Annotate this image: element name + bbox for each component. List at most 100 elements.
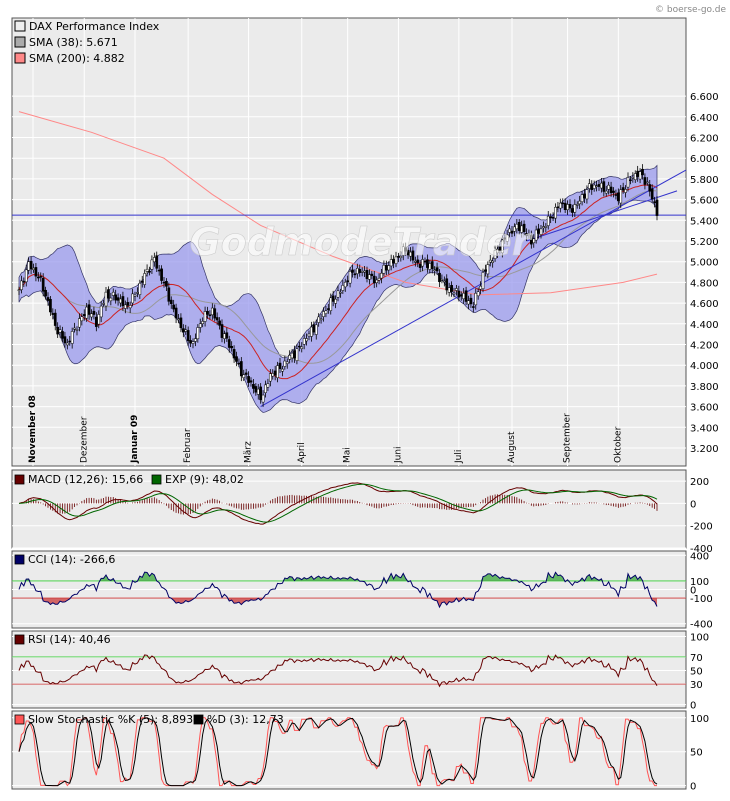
candle-body [53, 312, 57, 326]
candle-body [326, 308, 330, 310]
candle-body [421, 259, 424, 267]
candle-body [247, 376, 250, 383]
candle-body [457, 290, 461, 298]
candle-body [305, 338, 308, 342]
candle-body [430, 261, 434, 270]
candle-body [58, 329, 62, 333]
legend-stoch-d: %D (3): 12,73 [207, 713, 284, 726]
candle-body [167, 287, 171, 302]
candle-body [283, 360, 287, 367]
candle-body [90, 313, 93, 318]
candle-body [351, 269, 354, 273]
candle-body [442, 280, 446, 283]
candle-body [339, 291, 342, 294]
legend-rsi: RSI (14): 40,46 [28, 633, 111, 646]
candle-body [239, 361, 243, 377]
candle-body [428, 263, 432, 270]
candle-body [643, 177, 647, 185]
legend-swatch-dax [14, 20, 26, 32]
candle-body [597, 184, 601, 187]
candle-body [302, 338, 306, 345]
candle-body [41, 278, 45, 292]
price-tick-label: 5.800 [690, 175, 719, 186]
candle-body [563, 202, 567, 210]
rsi-series [12, 654, 686, 688]
month-label: Mai [343, 447, 353, 463]
candle-body [208, 314, 212, 317]
candle-body [585, 189, 589, 200]
candle-body [355, 268, 359, 274]
candle-body [232, 349, 236, 359]
candle-body [471, 306, 475, 308]
stochastic-series [18, 717, 658, 787]
candle-body [324, 310, 328, 314]
candle-body [107, 289, 110, 299]
indicator-tick-label: 0 [690, 499, 696, 510]
candle-body [655, 199, 659, 216]
candle-body [467, 300, 470, 305]
candle-body [150, 259, 154, 270]
candle-body [268, 373, 272, 382]
candle-body [39, 276, 43, 278]
candle-body [24, 269, 28, 283]
candle-body [56, 326, 60, 335]
candle-body [353, 273, 357, 276]
candle-body [295, 348, 299, 361]
candle-body [600, 182, 603, 189]
candle-body [78, 318, 81, 328]
candle-body [249, 380, 253, 383]
candle-body [237, 362, 241, 365]
price-tick-label: 4.400 [690, 320, 719, 331]
candle-body [82, 314, 86, 317]
candle-body [580, 194, 584, 203]
candle-body [49, 299, 52, 313]
candle-body [34, 267, 38, 277]
candle-body [329, 297, 333, 311]
candle-body [225, 332, 229, 339]
macd-legend: MACD (12,26): 15,66 EXP (9): 48,02 [14, 473, 244, 486]
legend-stoch-k: Slow Stochastic %K (5): 8,893 [28, 713, 193, 726]
legend-cci: CCI (14): -266,6 [28, 553, 115, 566]
legend-sma200: SMA (200): 4.882 [29, 52, 125, 65]
indicator-tick-label: 200 [690, 477, 709, 488]
candle-body [607, 184, 611, 190]
candle-body [273, 370, 277, 376]
candle-body [464, 290, 468, 302]
candle-body [138, 282, 142, 295]
stochastic-panel [11, 710, 687, 790]
candle-body [278, 362, 282, 369]
candle-body [109, 297, 113, 302]
candle-body [575, 204, 579, 206]
indicator-tick-label: 0 [690, 586, 696, 597]
price-tick-label: 5.000 [690, 258, 719, 269]
candle-body [450, 285, 453, 292]
candle-body [440, 279, 444, 281]
candle-body [529, 235, 533, 245]
candle-body [496, 248, 499, 254]
month-label: Dezember [79, 416, 89, 463]
candle-body [307, 333, 311, 337]
candle-body [121, 296, 125, 307]
month-label: März [244, 441, 254, 463]
candle-body [271, 373, 275, 377]
candle-body [46, 297, 50, 301]
candle-body [177, 318, 180, 320]
candle-body [604, 190, 608, 194]
candle-body [469, 297, 473, 305]
candle-body [568, 204, 572, 209]
candle-body [527, 233, 531, 236]
indicator-tick-label: 400 [690, 551, 709, 562]
candle-body [196, 327, 200, 340]
cci-series [12, 571, 686, 609]
month-label: Januar 09 [130, 415, 140, 464]
candle-body [293, 350, 296, 359]
trendline [260, 169, 687, 408]
candle-body [394, 256, 398, 264]
candle-body [92, 310, 96, 315]
candle-body [152, 257, 156, 263]
candle-body [227, 339, 231, 348]
indicator-tick-label: -400 [690, 620, 713, 631]
candle-body [484, 269, 487, 272]
price-legend: DAX Performance Index SMA (38): 5.671 SM… [14, 20, 160, 65]
candle-body [619, 189, 623, 204]
